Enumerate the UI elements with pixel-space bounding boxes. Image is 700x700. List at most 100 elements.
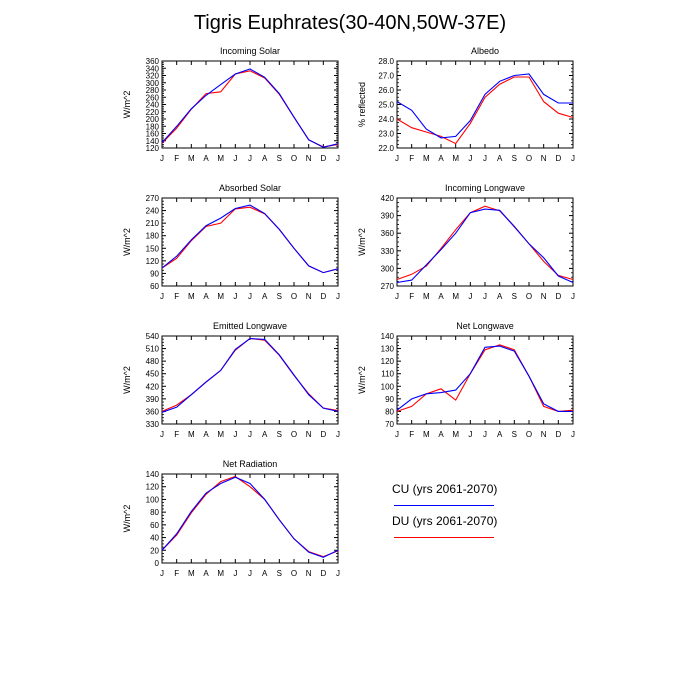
x-tick-label: S bbox=[512, 292, 517, 301]
y-tick-label: 80 bbox=[385, 407, 394, 416]
series-line-cu bbox=[161, 337, 339, 413]
y-tick-label: 26.0 bbox=[378, 86, 394, 95]
y-tick-label: 120 bbox=[146, 257, 160, 266]
x-tick-label: D bbox=[320, 569, 326, 578]
series-line-cu bbox=[396, 208, 574, 284]
x-tick-label: J bbox=[571, 430, 575, 439]
x-tick-label: A bbox=[262, 292, 268, 301]
x-tick-label: J bbox=[336, 430, 340, 439]
x-tick-label: O bbox=[291, 154, 297, 163]
x-tick-label: M bbox=[452, 430, 459, 439]
x-tick-label: D bbox=[555, 154, 561, 163]
x-tick-label: N bbox=[306, 569, 312, 578]
x-tick-label: J bbox=[248, 569, 252, 578]
y-axis-label: W/m^2 bbox=[122, 228, 132, 256]
x-tick-label: D bbox=[320, 154, 326, 163]
series-line-du bbox=[161, 70, 339, 148]
x-tick-label: J bbox=[395, 292, 399, 301]
legend-line-cu bbox=[394, 505, 494, 506]
y-tick-label: 100 bbox=[381, 382, 395, 391]
x-tick-label: M bbox=[452, 154, 459, 163]
x-tick-label: O bbox=[291, 430, 297, 439]
y-tick-label: 180 bbox=[146, 122, 160, 131]
series-line-cu bbox=[396, 73, 573, 139]
x-tick-label: J bbox=[336, 292, 340, 301]
y-tick-label: 23.0 bbox=[378, 130, 394, 139]
x-tick-label: F bbox=[174, 569, 179, 578]
y-tick-label: 60 bbox=[150, 521, 159, 530]
x-tick-label: F bbox=[409, 154, 414, 163]
series-line-cu bbox=[161, 68, 339, 148]
x-tick-label: N bbox=[541, 292, 547, 301]
x-tick-label: A bbox=[438, 292, 444, 301]
x-tick-label: J bbox=[248, 292, 252, 301]
y-tick-label: 330 bbox=[146, 420, 160, 429]
plot-frame bbox=[396, 197, 574, 287]
plot-frame bbox=[396, 335, 574, 425]
x-tick-label: F bbox=[409, 430, 414, 439]
panel-4: Incoming Longwave W/m^2 270 300 330 360 390 420… bbox=[357, 183, 575, 301]
y-tick-label: 360 bbox=[381, 229, 395, 238]
y-tick-label: 120 bbox=[146, 483, 160, 492]
panel-3: Absorbed Solar W/m^2 60 90 120 150 180 210 240 27… bbox=[122, 183, 340, 301]
x-tick-label: J bbox=[483, 292, 487, 301]
x-tick-label: J bbox=[248, 430, 252, 439]
x-tick-label: F bbox=[174, 292, 179, 301]
y-tick-label: 200 bbox=[146, 115, 160, 124]
series-line-du bbox=[396, 205, 574, 281]
x-tick-label: S bbox=[277, 430, 282, 439]
y-axis-label: W/m^2 bbox=[122, 91, 132, 119]
y-tick-label: 300 bbox=[381, 264, 395, 273]
x-tick-label: O bbox=[526, 430, 532, 439]
x-tick-label: S bbox=[277, 569, 282, 578]
x-tick-label: N bbox=[541, 154, 547, 163]
x-tick-label: J bbox=[483, 154, 487, 163]
x-tick-label: A bbox=[203, 430, 209, 439]
panel-title: Emitted Longwave bbox=[213, 321, 287, 331]
x-tick-label: A bbox=[203, 569, 209, 578]
y-tick-label: 450 bbox=[146, 370, 160, 379]
y-tick-label: 510 bbox=[146, 345, 160, 354]
series-line-cu bbox=[161, 204, 339, 274]
y-tick-label: 320 bbox=[146, 72, 160, 81]
panel-title: Incoming Longwave bbox=[445, 183, 525, 193]
x-tick-label: D bbox=[555, 292, 561, 301]
x-tick-label: M bbox=[217, 292, 224, 301]
x-tick-label: J bbox=[395, 430, 399, 439]
x-tick-label: M bbox=[423, 292, 430, 301]
y-tick-label: 180 bbox=[146, 232, 160, 241]
x-tick-label: J bbox=[571, 292, 575, 301]
x-tick-label: J bbox=[395, 154, 399, 163]
legend-label-du: DU (yrs 2061-2070) bbox=[392, 514, 498, 528]
x-tick-label: M bbox=[452, 292, 459, 301]
x-tick-label: O bbox=[291, 569, 297, 578]
x-tick-label: S bbox=[512, 430, 517, 439]
y-axis-label: W/m^2 bbox=[122, 366, 132, 394]
x-tick-label: A bbox=[262, 430, 268, 439]
y-tick-label: 360 bbox=[146, 407, 160, 416]
x-tick-label: N bbox=[306, 430, 312, 439]
y-tick-label: 27.0 bbox=[378, 72, 394, 81]
x-tick-label: J bbox=[248, 154, 252, 163]
series-line-du bbox=[396, 344, 574, 412]
y-tick-label: 60 bbox=[150, 282, 159, 291]
x-tick-label: J bbox=[336, 569, 340, 578]
x-tick-label: O bbox=[291, 292, 297, 301]
legend-line-du bbox=[394, 537, 494, 538]
x-tick-label: F bbox=[174, 154, 179, 163]
x-tick-label: M bbox=[188, 154, 195, 163]
y-tick-label: 540 bbox=[146, 332, 160, 341]
x-tick-label: D bbox=[320, 430, 326, 439]
y-tick-label: 110 bbox=[381, 370, 394, 379]
y-axis-label: W/m^2 bbox=[122, 505, 132, 533]
series-line-cu bbox=[396, 345, 573, 412]
y-tick-label: 0 bbox=[155, 559, 160, 568]
series-line-cu bbox=[161, 476, 339, 558]
x-tick-label: N bbox=[541, 430, 547, 439]
x-tick-label: A bbox=[203, 292, 209, 301]
y-tick-label: 120 bbox=[381, 357, 395, 366]
y-tick-label: 140 bbox=[146, 470, 160, 479]
x-tick-label: N bbox=[306, 154, 312, 163]
y-tick-label: 28.0 bbox=[378, 57, 394, 66]
